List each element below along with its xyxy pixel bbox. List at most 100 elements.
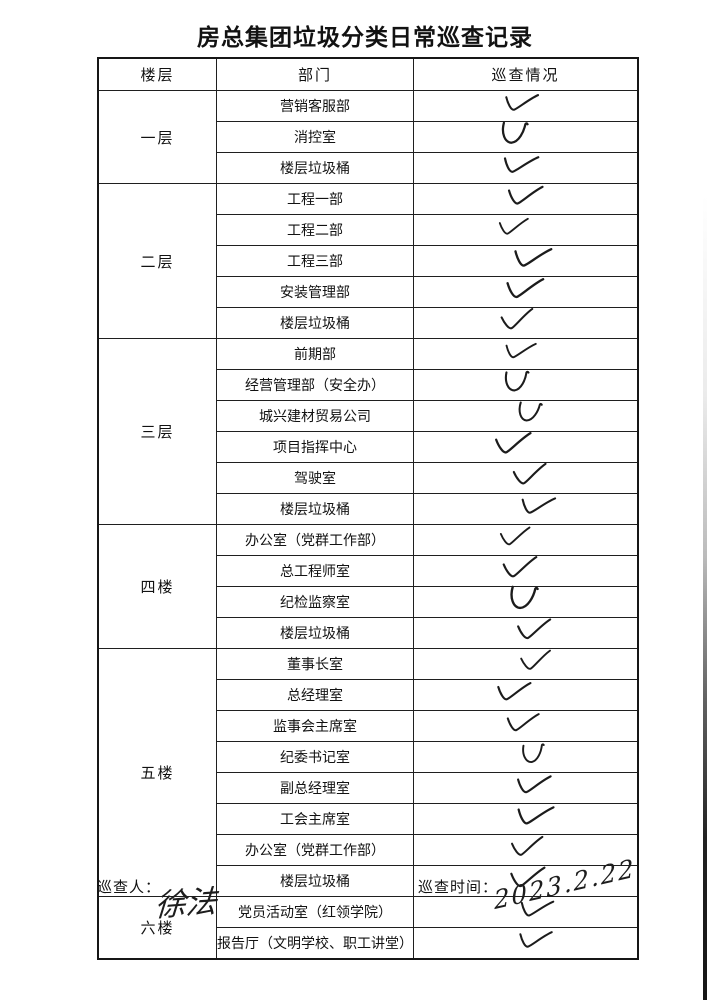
- table-row: 楼层垃圾桶: [98, 493, 639, 525]
- floor-cell: 六楼: [97, 896, 217, 960]
- checkmark-icon: [499, 526, 530, 546]
- table-row: 楼层垃圾桶: [98, 865, 639, 897]
- checkmark-icon: [521, 743, 545, 764]
- checkmark-icon: [520, 900, 554, 917]
- table-row: 纪检监察室: [98, 585, 639, 618]
- checkmark-icon: [513, 247, 552, 267]
- inspection-status-cell: [413, 276, 639, 308]
- table-row: 三层 前期部: [97, 338, 639, 525]
- table-row: 工会主席室: [98, 803, 639, 835]
- table-row: 一层 营销客服部: [97, 90, 639, 184]
- department-cell: 项目指挥中心: [216, 431, 414, 463]
- checkmark-icon: [505, 342, 537, 359]
- inspection-status-cell: [413, 865, 639, 897]
- checkmark-icon: [512, 462, 547, 485]
- checkmark-icon: [518, 401, 543, 422]
- page-title: 房总集团垃圾分类日常巡查记录: [197, 25, 533, 50]
- inspection-status-cell: [413, 121, 639, 153]
- department-cell: 前期部: [216, 338, 414, 370]
- column-header-department: 部门: [216, 57, 414, 91]
- table-row: 楼层垃圾桶: [98, 152, 639, 184]
- table-row: 六楼 党员活动室（红领学院）: [97, 896, 639, 960]
- checkmark-icon: [494, 432, 532, 454]
- table-row: 经营管理部（安全办）: [98, 369, 639, 401]
- department-cell: 办公室（党群工作部）: [216, 834, 414, 866]
- table-row: 楼层垃圾桶: [98, 617, 639, 649]
- column-header-status: 巡查情况: [413, 57, 639, 91]
- checkmark-icon: [505, 278, 544, 299]
- table-row: 工程三部: [98, 245, 639, 277]
- inspection-status-cell: [413, 400, 639, 432]
- department-cell: 工程三部: [216, 245, 414, 277]
- checkmark-icon: [506, 713, 540, 732]
- header-row: 楼层 部门 巡查情况: [97, 57, 639, 91]
- table-row: 报告厅（文明学校、职工讲堂）: [98, 927, 639, 960]
- table-row: 总经理室: [98, 679, 639, 711]
- department-cell: 工程一部: [216, 183, 414, 215]
- department-cell: 城兴建材贸易公司: [216, 400, 414, 432]
- department-cell: 报告厅（文明学校、职工讲堂）: [216, 927, 414, 960]
- inspection-status-cell: [413, 896, 639, 928]
- inspection-status-cell: [413, 245, 639, 277]
- inspection-status-cell: [413, 741, 639, 773]
- inspection-status-cell: [413, 90, 639, 122]
- floor-cell: 三层: [97, 338, 217, 525]
- floor-cell: 二层: [97, 183, 217, 339]
- inspection-table-body: 一层 营销客服部 消控室 楼层垃圾桶 二层 工程一部 工程二部 工程三部 安装管理部 楼层垃圾桶三…: [97, 90, 639, 960]
- table-row: 总工程师室: [98, 555, 639, 587]
- department-cell: 总工程师室: [216, 555, 414, 587]
- department-cell: 工程二部: [216, 214, 414, 246]
- inspection-status-cell: [413, 493, 639, 525]
- checkmark-icon: [521, 497, 556, 514]
- checkmark-icon: [517, 806, 555, 825]
- checkmark-icon: [504, 370, 530, 392]
- inspection-status-cell: [413, 803, 639, 835]
- checkmark-icon: [516, 618, 551, 640]
- inspection-status-cell: [413, 152, 639, 184]
- inspection-status-cell: [413, 369, 639, 401]
- checkmark-icon: [503, 156, 539, 173]
- department-cell: 驾驶室: [216, 462, 414, 494]
- table-row: 二层 工程一部: [97, 183, 639, 339]
- table-row: 消控室: [98, 121, 639, 153]
- department-cell: 监事会主席室: [216, 710, 414, 742]
- inspection-status-cell: [413, 524, 639, 556]
- table-row: 楼层垃圾桶: [98, 307, 639, 339]
- inspector-label: 巡查人：: [97, 880, 162, 896]
- inspection-status-cell: [413, 585, 639, 618]
- checkmark-icon: [516, 775, 552, 794]
- department-cell: 楼层垃圾桶: [216, 865, 414, 897]
- inspection-status-cell: [413, 307, 639, 339]
- checkmark-icon: [519, 649, 551, 670]
- department-cell: 消控室: [216, 121, 414, 153]
- inspection-status-cell: [413, 183, 639, 215]
- inspection-status-cell: [413, 710, 639, 742]
- scan-edge-artifact: [703, 195, 707, 1000]
- department-cell: 总经理室: [216, 679, 414, 711]
- checkmark-icon: [510, 835, 543, 856]
- floor-cell: 五楼: [97, 648, 217, 897]
- checkmark-icon: [498, 217, 529, 235]
- department-cell: 纪检监察室: [216, 586, 414, 618]
- department-cell: 董事长室: [216, 648, 414, 680]
- inspection-table: 楼层 部门 巡查情况 一层 营销客服部 消控室 楼层垃圾桶 二层 工程一部 工程二部 工程三部…: [97, 57, 639, 960]
- table-row: 城兴建材贸易公司: [98, 400, 639, 432]
- floor-cell: 四楼: [97, 524, 217, 649]
- department-cell: 安装管理部: [216, 276, 414, 308]
- checkmark-icon: [502, 556, 537, 578]
- inspection-status-cell: [413, 214, 639, 246]
- table-row: 副总经理室: [98, 772, 639, 804]
- checkmark-icon: [496, 682, 531, 701]
- inspection-time-label: 巡查时间：: [418, 880, 499, 896]
- table-row: 五楼 董事长室: [97, 648, 639, 897]
- table-row: 四楼 办公室（党群工作部）: [97, 524, 639, 649]
- inspector-signature: 徐法: [153, 883, 218, 925]
- checkmark-icon: [501, 121, 529, 144]
- table-row: 纪委书记室: [98, 741, 639, 773]
- table-row: 办公室（党群工作部）: [98, 834, 639, 866]
- inspection-status-cell: [413, 462, 639, 494]
- department-cell: 纪委书记室: [216, 741, 414, 773]
- department-cell: 楼层垃圾桶: [216, 152, 414, 184]
- department-cell: 经营管理部（安全办）: [216, 369, 414, 401]
- inspection-status-cell: [413, 834, 639, 866]
